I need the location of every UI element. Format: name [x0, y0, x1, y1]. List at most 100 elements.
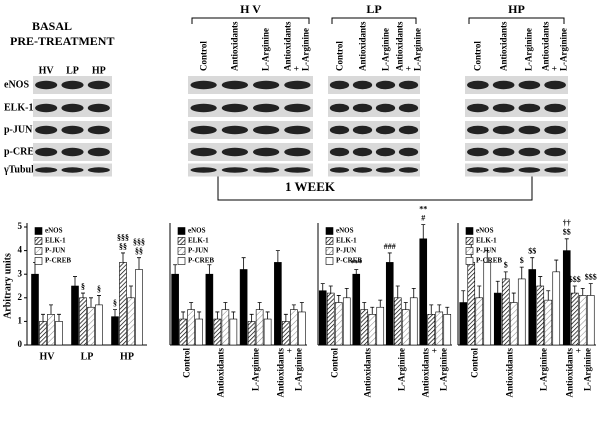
error-bar — [121, 252, 125, 263]
error-bar — [241, 257, 246, 270]
bar — [326, 292, 335, 346]
x-tick-label: L-Arginine — [538, 348, 549, 392]
blot-band — [375, 103, 396, 113]
blot-strip — [188, 76, 313, 94]
blot-band — [398, 125, 419, 135]
group-bracket — [191, 17, 310, 24]
blot-lane-label: Control — [198, 41, 209, 71]
group-label: LP — [366, 2, 381, 16]
blot-band — [253, 80, 280, 90]
blot-strip — [188, 163, 313, 177]
blot-row-label: p-CREB — [4, 146, 41, 157]
bar — [360, 309, 369, 346]
blot-band — [544, 125, 566, 135]
annotation: $$ — [528, 247, 536, 256]
bar — [376, 306, 385, 346]
error-bar — [81, 292, 85, 298]
error-bar — [97, 295, 101, 305]
bar — [352, 273, 361, 346]
legend-swatch — [325, 237, 334, 245]
blot-band — [398, 147, 419, 157]
error-bar — [503, 271, 508, 279]
bar — [255, 309, 264, 346]
blot-band — [492, 147, 515, 157]
blot-lane-label: Control — [334, 41, 344, 71]
blot-row-label: p-JUN — [4, 124, 33, 135]
annotation: $ — [520, 256, 524, 265]
bar — [187, 309, 195, 346]
blot-band — [329, 103, 350, 113]
group-bracket — [331, 17, 417, 24]
bar — [119, 262, 127, 346]
blot-strip — [465, 99, 568, 117]
annotation: *** — [350, 258, 362, 267]
error-bar — [511, 292, 516, 303]
error-bar — [299, 302, 304, 312]
error-bar — [181, 311, 186, 320]
error-bar — [564, 238, 569, 251]
legend-swatch — [177, 247, 186, 255]
legend-label: P-CREB — [336, 257, 362, 265]
error-bar — [387, 252, 392, 263]
bar — [298, 311, 306, 346]
blot-band — [492, 103, 515, 113]
bar — [135, 269, 143, 346]
bar — [401, 309, 410, 346]
blot-band — [398, 167, 419, 173]
blot-strip — [188, 143, 313, 161]
bar — [282, 321, 290, 346]
blot-lane-label: HV — [39, 65, 55, 76]
annotation: ** — [419, 204, 427, 213]
bar — [95, 304, 103, 346]
error-bar — [546, 290, 551, 301]
error-bar — [129, 285, 133, 298]
legend-swatch — [465, 257, 474, 265]
blot-band — [467, 103, 489, 113]
bar — [586, 295, 595, 346]
blot-band — [61, 80, 84, 90]
bar — [342, 297, 351, 346]
blot-band — [352, 80, 373, 90]
error-bar — [249, 313, 254, 322]
error-bar — [445, 306, 450, 315]
bar — [517, 278, 526, 346]
error-bar — [538, 276, 543, 286]
y-tick-label: 0 — [18, 339, 23, 349]
blot-band — [467, 125, 489, 135]
legend-swatch — [465, 247, 474, 255]
y-tick-label: 1 — [18, 315, 23, 325]
blot-lane-label: Antioxidants — [357, 21, 367, 71]
error-bar — [49, 304, 53, 315]
legend-swatch — [177, 257, 186, 265]
blot-lane-label: Control — [472, 41, 483, 71]
bar — [171, 273, 179, 346]
blot-band — [284, 125, 311, 135]
blot-band — [284, 147, 311, 157]
bar — [79, 297, 87, 346]
annotation: $$ — [563, 228, 571, 237]
blot-band — [221, 167, 248, 173]
legend-label: P-CREB — [476, 257, 502, 265]
error-bar — [223, 302, 228, 310]
blot-band — [35, 80, 58, 90]
group-bracket — [468, 17, 565, 24]
blot-band — [544, 80, 566, 90]
blot-strip — [465, 121, 568, 139]
annotation: §§ — [119, 242, 127, 251]
legend-label: P-JUN — [45, 247, 65, 255]
error-bar — [572, 285, 577, 294]
error-bar — [336, 295, 341, 303]
bar — [39, 321, 47, 346]
blot-band — [284, 167, 311, 173]
annotation: §§ — [135, 247, 143, 256]
bar — [318, 290, 327, 346]
annotation: $ — [504, 261, 508, 270]
error-bar — [421, 224, 426, 239]
y-tick-label: 4 — [18, 245, 23, 255]
error-bar — [73, 276, 77, 286]
error-bar — [231, 311, 236, 320]
bar — [71, 285, 79, 346]
blot-band — [375, 167, 396, 173]
x-tick-label: LP — [81, 351, 94, 362]
